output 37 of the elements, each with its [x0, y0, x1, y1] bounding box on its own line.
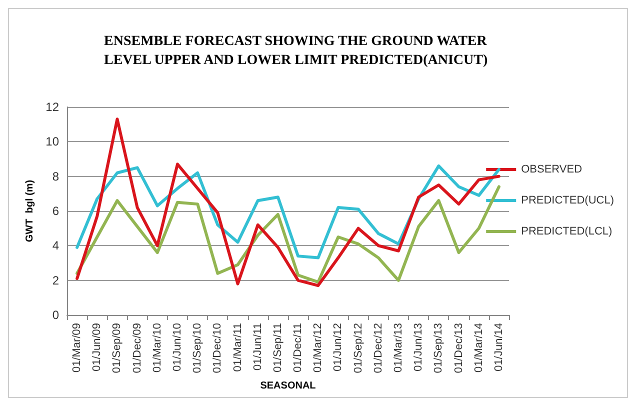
x-tick-label: 01/Sep/13 [432, 323, 445, 374]
x-tick-label: 01/Jun/11 [252, 323, 264, 371]
line-series [76, 185, 500, 284]
x-tick-label: 01/Dec/13 [452, 323, 465, 374]
x-tick-label: 01/Jun/12 [332, 323, 344, 372]
legend-label: PREDICTED(LCL) [521, 226, 612, 238]
x-tick-label: 01/Sep/09 [111, 323, 124, 374]
x-tick-label: 01/Jun/14 [492, 323, 505, 372]
x-tick-label: 01/Mar/13 [392, 323, 404, 373]
x-tick-label: 01/Dec/10 [212, 323, 224, 374]
legend-label: OBSERVED [521, 164, 582, 176]
y-tick-label: 2 [52, 273, 60, 288]
x-tick-label: 01/Dec/09 [131, 323, 144, 374]
y-tick-label: 8 [52, 169, 60, 184]
x-tick-label: 01/Mar/10 [151, 323, 164, 373]
y-axis-title: GWT bgl (m) [24, 180, 36, 242]
x-tick-label: 01/Dec/12 [372, 323, 384, 374]
y-tick-label: 4 [52, 238, 60, 253]
x-tick-label: 01/Sep/12 [352, 323, 364, 374]
x-tick-label: 01/Mar/09 [71, 323, 84, 373]
x-tick-label: 01/Jun/13 [412, 323, 425, 372]
x-tick-label: 01/Sep/11 [272, 323, 284, 372]
y-tick-label: 0 [52, 308, 60, 322]
x-tick-label: 01/Dec/11 [292, 323, 304, 372]
x-tick-label: 01/Mar/12 [312, 323, 324, 373]
x-tick-label: 01/Mar/11 [232, 323, 244, 372]
line-series [76, 118, 500, 288]
x-tick-label: 01/Sep/10 [192, 323, 204, 374]
y-tick-label: 6 [52, 204, 60, 218]
x-tick-label: 01/Jun/10 [172, 323, 184, 372]
chart-title: ENSEMBLE FORECAST SHOWING THE GROUND WATER LEVEL UPPER AND LOWER LIMIT PREDICTED(ANICUT) [104, 34, 488, 68]
x-axis-title: SEASONAL [260, 380, 316, 392]
x-tick-label: 01/Jun/09 [91, 323, 104, 372]
legend-label: PREDICTED(UCL) [521, 194, 614, 206]
y-tick-label: 12 [46, 100, 60, 114]
x-tick-label: 01/Mar/14 [472, 323, 485, 373]
y-tick-label: 10 [46, 134, 60, 149]
